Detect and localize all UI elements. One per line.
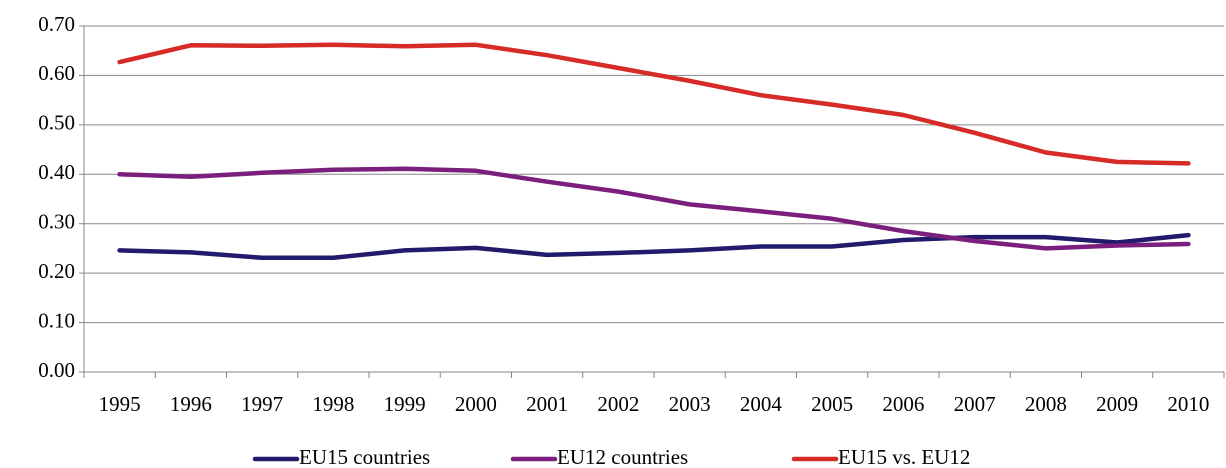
y-tick-label: 0.20 bbox=[38, 259, 75, 283]
x-tick-label: 2006 bbox=[882, 392, 924, 416]
x-tick-label: 2008 bbox=[1025, 392, 1067, 416]
data-line bbox=[117, 232, 1191, 261]
x-tick-label: 2004 bbox=[740, 392, 783, 416]
y-tick-label: 0.40 bbox=[38, 160, 75, 184]
x-tick-label: 1997 bbox=[241, 392, 283, 416]
x-tick-label: 2005 bbox=[811, 392, 853, 416]
y-tick-label: 0.30 bbox=[38, 210, 75, 234]
x-tick-label: 2003 bbox=[669, 392, 711, 416]
x-tick-label: 2007 bbox=[954, 392, 996, 416]
x-tick-label: 1996 bbox=[170, 392, 212, 416]
x-tick-label: 1999 bbox=[384, 392, 426, 416]
y-tick-label: 0.60 bbox=[38, 61, 75, 85]
x-tick-label: 1998 bbox=[312, 392, 354, 416]
y-tick-label: 0.10 bbox=[38, 308, 75, 332]
y-tick-label: 0.00 bbox=[38, 358, 75, 382]
x-tick-label: 2001 bbox=[526, 392, 568, 416]
legend-label: EU12 countries bbox=[557, 445, 688, 468]
x-tick-label: 2000 bbox=[455, 392, 497, 416]
data-line bbox=[117, 166, 1191, 251]
x-tick-label: 2010 bbox=[1167, 392, 1209, 416]
x-tick-label: 1995 bbox=[99, 392, 141, 416]
y-tick-label: 0.70 bbox=[38, 12, 75, 36]
y-tick-label: 0.50 bbox=[38, 111, 75, 135]
x-tick-label: 2002 bbox=[597, 392, 639, 416]
x-tick-label: 2009 bbox=[1096, 392, 1138, 416]
legend-label: EU15 vs. EU12 bbox=[838, 445, 970, 468]
data-line bbox=[117, 42, 1191, 166]
legend-label: EU15 countries bbox=[299, 445, 430, 468]
